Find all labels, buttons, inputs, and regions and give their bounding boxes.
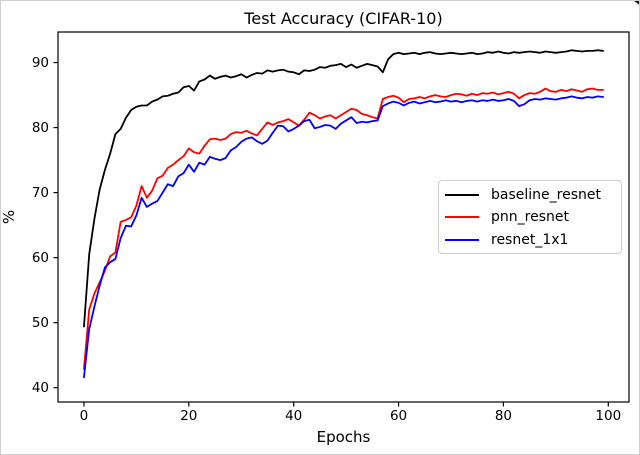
x-tick-label: 40 bbox=[285, 408, 302, 424]
y-tick-label: 40 bbox=[32, 380, 49, 396]
legend-line-swatch-blue bbox=[445, 238, 479, 241]
legend-line-swatch-black bbox=[445, 193, 479, 196]
legend-label: baseline_resnet bbox=[491, 186, 601, 203]
series-line-pnn_resnet bbox=[83, 87, 604, 370]
legend-line-swatch-red bbox=[445, 216, 479, 218]
x-tick-label: 80 bbox=[495, 408, 512, 424]
series-lines bbox=[83, 49, 604, 379]
y-tick-label: 50 bbox=[32, 315, 49, 331]
legend-label: pnn_resnet bbox=[491, 209, 569, 225]
y-tick-label: 80 bbox=[32, 120, 49, 136]
x-ticks: 0 20 40 60 80 100 bbox=[80, 402, 621, 424]
y-tick-label: 70 bbox=[32, 185, 49, 201]
plot-area-frame bbox=[57, 31, 630, 403]
x-tick-label: 20 bbox=[180, 408, 197, 424]
legend-label: resnet_1x1 bbox=[491, 231, 569, 248]
screen-corner-artifact bbox=[634, 1, 639, 5]
legend-entry-resnet-1x1: resnet_1x1 bbox=[445, 229, 615, 251]
x-tick-label: 0 bbox=[80, 408, 89, 424]
series-line-resnet_1x1 bbox=[83, 95, 604, 379]
series-line-baseline_resnet bbox=[83, 49, 604, 328]
y-axis-label: % bbox=[1, 210, 18, 224]
legend-box: baseline_resnet pnn_resnet resnet_1x1 bbox=[438, 180, 622, 254]
x-axis-label: Epochs bbox=[317, 428, 371, 446]
chart-title: Test Accuracy (CIFAR-10) bbox=[243, 9, 442, 28]
y-ticks: 40 50 60 70 80 90 bbox=[32, 55, 58, 396]
legend-entry-baseline-resnet: baseline_resnet bbox=[445, 184, 615, 206]
x-tick-label: 60 bbox=[390, 408, 407, 424]
legend-entry-pnn-resnet: pnn_resnet bbox=[445, 206, 615, 228]
y-tick-label: 60 bbox=[32, 250, 49, 266]
y-tick-label: 90 bbox=[32, 55, 49, 71]
x-tick-label: 100 bbox=[595, 408, 621, 424]
